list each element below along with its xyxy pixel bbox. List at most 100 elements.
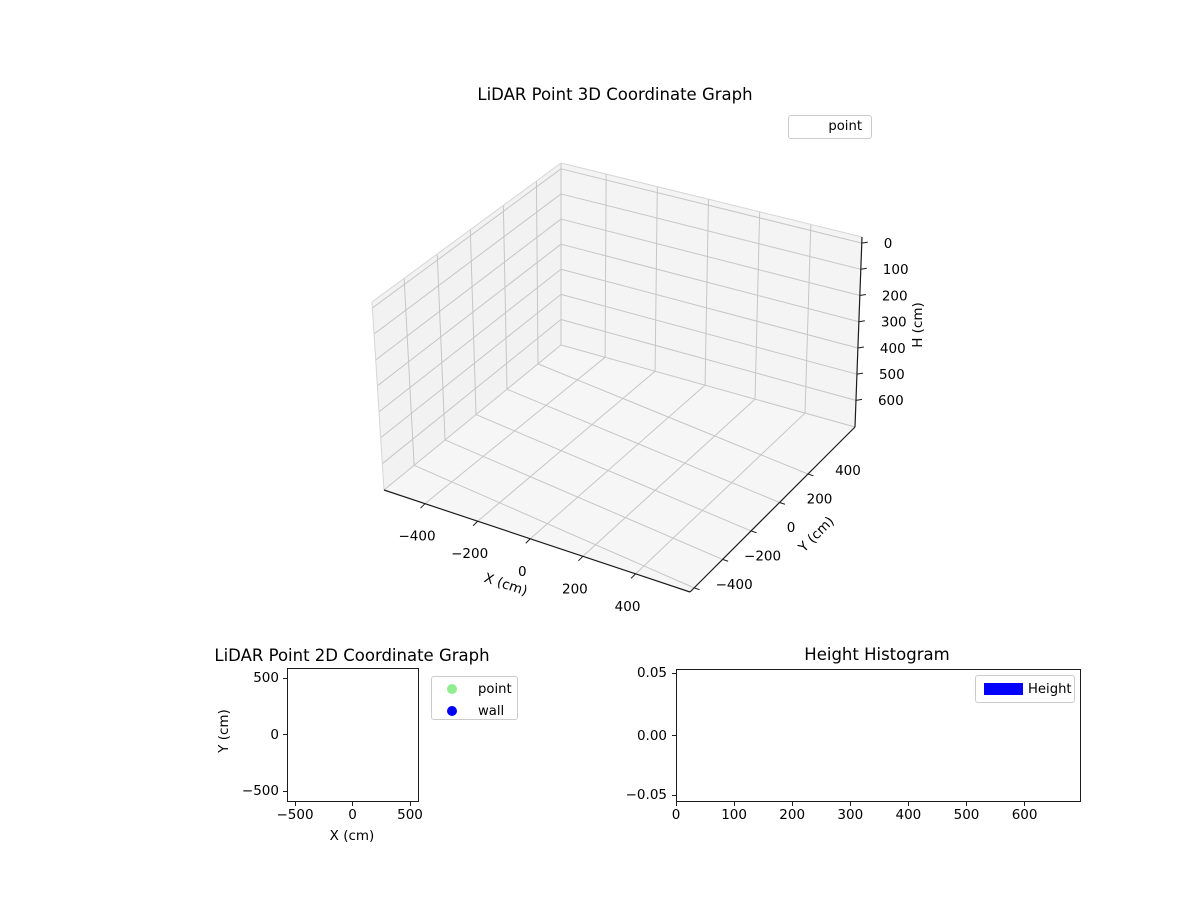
- legend-entry-wall: wall: [432, 701, 517, 721]
- gridline: [424, 356, 606, 505]
- plot3d-z-axis-label: H (cm): [910, 302, 926, 348]
- gridline: [779, 502, 786, 505]
- gridline: [560, 268, 859, 349]
- gridline: [635, 412, 806, 575]
- gridline: [689, 426, 856, 593]
- hist-ytick-label: 0.05: [636, 665, 667, 681]
- plot2d-ytick: [283, 734, 287, 735]
- gridline: [371, 301, 385, 491]
- gridline: [807, 473, 814, 477]
- gridline: [472, 520, 478, 527]
- gridline: [477, 370, 656, 522]
- height-bar-swatch-icon: [984, 683, 1023, 695]
- gridline: [475, 414, 752, 532]
- gridline: [373, 193, 562, 335]
- hist-ytick-label: −0.05: [625, 787, 667, 803]
- hist-ytick: [672, 735, 676, 736]
- plot2d-axes: [287, 668, 419, 802]
- plot2d-ytick: [283, 677, 287, 679]
- hist-xtick: [791, 802, 793, 806]
- plot3d-ytick-label: −200: [744, 548, 781, 564]
- gridline: [860, 267, 867, 270]
- gridline: [560, 319, 857, 401]
- gridline: [560, 293, 858, 375]
- gridline: [750, 530, 757, 534]
- plot2d-xtick: [409, 802, 411, 806]
- plot3d-y-axis-label: Y (cm): [795, 513, 838, 556]
- gridline: [382, 319, 562, 465]
- gridline: [858, 320, 865, 323]
- hist-xtick-label: 500: [953, 807, 980, 823]
- hist-xtick-label: 200: [779, 807, 806, 823]
- plot2d-ytick-label: 500: [253, 670, 279, 686]
- gridline: [383, 489, 691, 593]
- gridline: [857, 346, 864, 349]
- gridline: [560, 168, 862, 244]
- plot3d-xtick-label: −200: [451, 546, 488, 562]
- hist-xtick-label: 0: [671, 807, 681, 823]
- pane-right: [561, 163, 862, 427]
- plot3d-xtick-label: 0: [518, 564, 527, 580]
- plot3d-title: LiDAR Point 3D Coordinate Graph: [477, 85, 753, 104]
- plot3d-ytick-label: −400: [716, 577, 753, 593]
- gridline: [560, 243, 860, 323]
- hist-legend: Height: [975, 675, 1075, 703]
- wall-marker-icon: [447, 706, 457, 716]
- gridline: [506, 388, 780, 503]
- hist-xtick-label: 100: [721, 807, 747, 823]
- hist-title: Height Histogram: [804, 645, 950, 664]
- plot2d-title: LiDAR Point 2D Coordinate Graph: [214, 646, 490, 665]
- plot3d-ztick-label: 100: [883, 262, 909, 278]
- point-marker-icon: [447, 684, 457, 694]
- gridline: [722, 558, 729, 562]
- plot3d-ytick-label: 200: [807, 491, 833, 507]
- plot3d-ztick-label: 200: [882, 288, 908, 304]
- gridline: [582, 398, 756, 557]
- hist-ytick: [672, 794, 676, 796]
- hist-ytick: [672, 672, 676, 674]
- pane-floor: [384, 345, 855, 592]
- gridline: [525, 538, 531, 544]
- legend-label: wall: [478, 703, 505, 719]
- gridline: [630, 573, 636, 579]
- plot2d-ytick-label: 0: [270, 726, 279, 743]
- plot2d-legend: point wall: [431, 676, 518, 720]
- hist-xtick: [849, 802, 851, 806]
- gridline: [560, 218, 860, 297]
- gridline: [560, 193, 861, 270]
- plot3d-ztick-label: 600: [878, 393, 904, 409]
- gridline: [855, 398, 863, 401]
- gridline: [469, 229, 477, 415]
- hist-xtick: [675, 802, 677, 806]
- plot2d-xtick-label: 0: [348, 807, 357, 823]
- gridline: [654, 186, 658, 372]
- hist-xtick: [1024, 802, 1026, 806]
- gridline: [380, 294, 562, 439]
- plot3d-xtick-label: 400: [615, 599, 641, 615]
- plot2d-x-axis-label: X (cm): [329, 828, 375, 844]
- gridline: [604, 174, 607, 358]
- plot2d-xtick: [294, 802, 296, 806]
- gridline: [383, 344, 562, 491]
- gridline: [372, 168, 562, 309]
- gridline: [693, 587, 700, 591]
- plot3d-xtick-label: −400: [398, 529, 435, 545]
- legend-label: Height: [1028, 681, 1072, 697]
- hist-xtick: [733, 802, 735, 806]
- gridline: [444, 439, 723, 560]
- legend-entry-point: point: [432, 679, 517, 699]
- gridline: [371, 162, 562, 303]
- gridline: [377, 243, 562, 387]
- gridline: [859, 294, 866, 297]
- gridline: [378, 268, 562, 413]
- plot3d-legend-label: point: [828, 119, 862, 134]
- plot3d-ytick-label: 400: [835, 463, 861, 479]
- gridline: [578, 555, 584, 562]
- gridline: [861, 241, 868, 244]
- plot2d-ytick: [283, 790, 287, 792]
- plot2d-xtick-label: 500: [397, 807, 423, 823]
- gridline: [704, 199, 709, 386]
- gridline: [754, 211, 761, 400]
- hist-xtick: [907, 802, 909, 806]
